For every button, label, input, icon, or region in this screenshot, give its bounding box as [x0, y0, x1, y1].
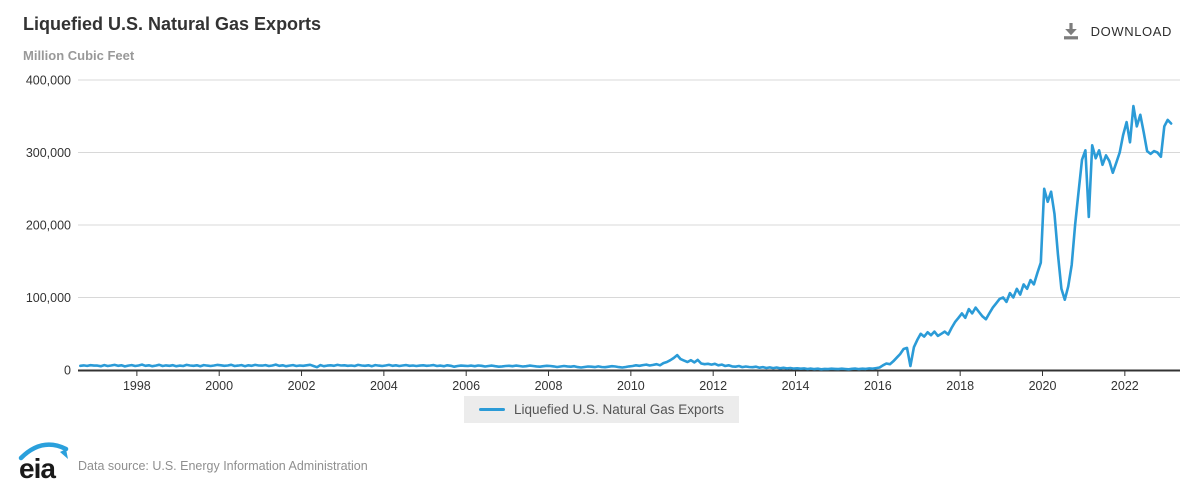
x-tick-label: 2008 [535, 379, 563, 393]
x-tick-label: 2018 [946, 379, 974, 393]
legend-container: Liquefied U.S. Natural Gas Exports [0, 396, 1203, 423]
x-tick-label: 2006 [452, 379, 480, 393]
y-tick-label: 400,000 [26, 74, 71, 88]
x-tick-label: 2022 [1111, 379, 1139, 393]
y-tick-label: 300,000 [26, 146, 71, 160]
svg-text:eia: eia [19, 453, 56, 482]
download-label: DOWNLOAD [1090, 23, 1172, 39]
legend-item[interactable]: Liquefied U.S. Natural Gas Exports [463, 396, 740, 423]
series-line[interactable] [79, 104, 1173, 371]
data-source-text: Data source: U.S. Energy Information Adm… [78, 459, 368, 473]
y-tick-label: 100,000 [26, 291, 71, 305]
y-tick-label: 200,000 [26, 219, 71, 233]
x-tick-label: 2020 [1029, 379, 1057, 393]
x-tick-label: 2012 [699, 379, 727, 393]
x-tick-label: 2010 [617, 379, 645, 393]
eia-logo[interactable]: eia [16, 440, 72, 482]
x-tick-label: 2016 [864, 379, 892, 393]
download-icon [1063, 23, 1078, 40]
y-axis-title: Million Cubic Feet [23, 48, 135, 63]
x-tick-label: 2014 [782, 379, 810, 393]
legend-line-swatch [478, 408, 505, 411]
page-title: Liquefied U.S. Natural Gas Exports [23, 14, 322, 34]
legend-label: Liquefied U.S. Natural Gas Exports [513, 402, 725, 417]
y-tick-label: 0 [64, 364, 71, 378]
x-tick-label: 2000 [205, 379, 233, 393]
x-tick-label: 2002 [288, 379, 316, 393]
x-tick-label: 1998 [123, 379, 151, 393]
x-tick-label: 2004 [370, 379, 398, 393]
download-button[interactable]: DOWNLOAD [1061, 21, 1172, 41]
